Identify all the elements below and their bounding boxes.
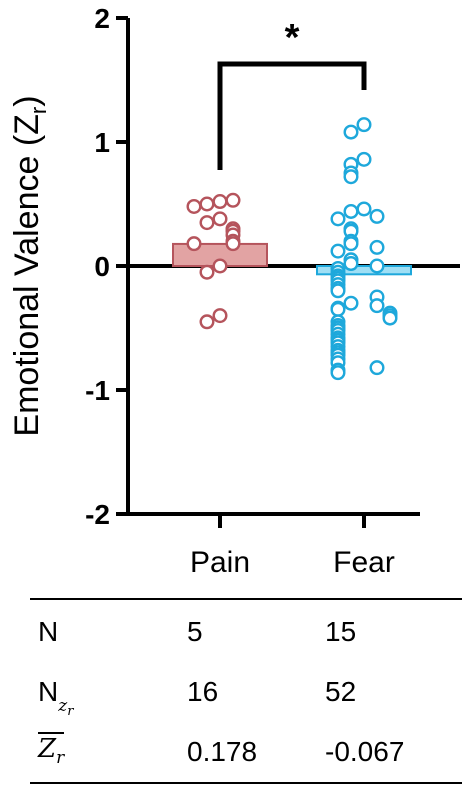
- y-axis-label: Emotional Valence (Zr): [8, 95, 51, 436]
- points-group: [186, 117, 398, 381]
- data-point-fear: [343, 236, 359, 252]
- data-point-fear: [343, 256, 359, 272]
- row-n-fear: 15: [325, 616, 357, 647]
- data-point-fear: [343, 169, 359, 185]
- data-point-fear: [369, 298, 385, 314]
- data-point-fear: [356, 201, 372, 217]
- y-axis-title: Emotional Valence (Zr): [8, 95, 51, 436]
- data-point-fear: [330, 283, 346, 299]
- y-tick-label: 0: [94, 251, 110, 282]
- table-bottom-rule: [30, 782, 462, 784]
- row-nz-pain: 16: [187, 676, 219, 707]
- data-point-fear: [369, 208, 385, 224]
- row-nz-label: Nzr: [38, 676, 74, 719]
- data-point-fear: [369, 258, 385, 274]
- data-point-pain: [186, 198, 202, 214]
- x-tick-label-fear: Fear: [333, 546, 395, 579]
- row-n-pain: 5: [187, 616, 203, 647]
- data-point-fear: [330, 211, 346, 227]
- significance-star: *: [285, 17, 300, 59]
- data-point-fear: [330, 301, 346, 317]
- y-tick-label: -1: [85, 375, 110, 406]
- data-point-fear: [343, 295, 359, 311]
- data-point-fear: [343, 203, 359, 219]
- data-point-fear: [382, 310, 398, 326]
- data-point-pain: [212, 194, 228, 210]
- data-point-pain: [199, 196, 215, 212]
- data-point-fear: [369, 360, 385, 376]
- data-point-fear: [330, 243, 346, 259]
- row-mean-pain: 0.178: [187, 736, 258, 767]
- y-tick-label: 1: [94, 127, 110, 158]
- x-tick-labels: Pain Fear: [190, 546, 395, 579]
- y-tick-label: -2: [85, 499, 110, 530]
- data-point-fear: [330, 365, 346, 381]
- row-mean-fear: -0.067: [325, 736, 405, 767]
- data-point-fear: [343, 124, 359, 140]
- data-point-pain: [186, 236, 202, 252]
- row-mean-label: Zr: [38, 732, 65, 768]
- row-n-label: N: [38, 616, 59, 647]
- data-point-pain: [199, 215, 215, 231]
- data-point-pain: [212, 308, 228, 324]
- data-point-pain: [212, 258, 228, 274]
- data-point-pain: [199, 314, 215, 330]
- significance-bracket: *: [217, 17, 367, 170]
- bar-fear: [316, 265, 412, 276]
- row-nz-fear: 52: [325, 676, 357, 707]
- data-point-fear: [356, 117, 372, 133]
- y-tick-label: 2: [94, 3, 110, 34]
- data-point-pain: [225, 236, 241, 252]
- bracket-line: [217, 61, 367, 170]
- data-point-fear: [356, 151, 372, 167]
- data-point-pain: [225, 192, 241, 208]
- x-tick-label-pain: Pain: [190, 546, 250, 579]
- valence-chart: Emotional Valence (Zr) 2 1 0 -1 -2 * Pain Fea…: [8, 3, 460, 579]
- data-point-fear: [369, 239, 385, 255]
- data-point-pain: [199, 264, 215, 280]
- data-point-pain: [212, 211, 228, 227]
- table-top-rule: [30, 598, 462, 600]
